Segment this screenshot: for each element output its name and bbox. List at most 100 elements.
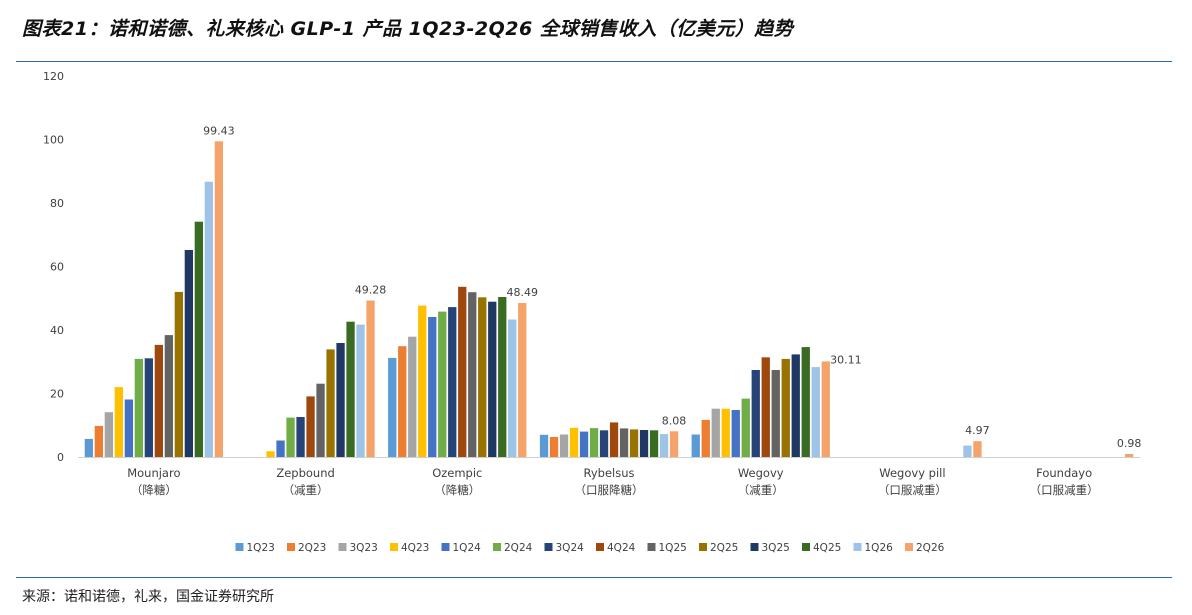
x-tick-label: Zepbound [276,466,334,480]
bar-4q24-4 [761,357,770,457]
bar-1q26-1 [356,324,365,457]
legend-label: 1Q26 [865,542,894,554]
legend-label: 1Q24 [453,542,482,554]
bar-1q24-1 [276,440,285,457]
legend-swatch [287,543,295,551]
x-tick-sublabel: （口服降糖） [575,483,644,497]
bar-3q24-3 [599,430,609,457]
legend-label: 4Q25 [813,542,841,554]
bar-2q24-4 [741,398,750,457]
data-label: 49.28 [355,284,387,297]
bar-3q23-4 [711,408,720,457]
legend-swatch [853,543,862,551]
data-label: 30.11 [830,353,862,366]
x-tick-label: Rybelsus [583,466,634,480]
bar-2q26-5 [973,441,982,457]
bar-2q24-2 [438,311,447,457]
x-tick-label: Foundayo [1036,466,1092,480]
bar-3q25-4 [791,354,800,457]
bar-3q25-2 [488,301,497,457]
legend-swatch [905,543,913,551]
legend-swatch [750,543,759,551]
bar-1q24-3 [579,431,589,457]
bar-4q23-3 [569,427,579,457]
bar-3q24-2 [448,307,457,457]
bar-4q24-0 [154,344,163,457]
data-label: 48.49 [507,286,539,299]
bar-4q25-1 [346,321,355,457]
bar-1q25-2 [468,292,477,457]
x-tick-sublabel: （减重） [738,483,784,497]
legend-label: 2Q23 [298,542,326,554]
bar-2q23-2 [398,346,407,457]
bar-4q23-0 [114,387,123,457]
y-axis: 0 20 40 60 80 100 120 [43,70,64,464]
x-tick-sublabel: （减重） [283,483,329,497]
bar-3q23-2 [408,336,417,457]
bar-3q25-3 [639,430,649,457]
bar-4q23-1 [266,451,275,457]
bar-2q24-1 [286,417,295,457]
x-tick-label: Mounjaro [127,466,180,480]
x-tick-sublabel: （降糖） [434,483,480,497]
legend-swatch [544,543,553,551]
legend-label: 1Q23 [247,542,275,554]
bar-2q25-2 [478,297,487,457]
data-label: 8.08 [662,414,687,427]
bar-4q25-3 [649,430,659,457]
bar-1q23-0 [84,438,93,457]
bar-1q24-0 [124,399,133,457]
bar-2q24-3 [589,428,599,457]
legend-swatch [647,543,656,551]
bar-4q23-2 [418,305,427,457]
bottom-rule [16,577,1172,578]
x-tick-label: Wegovy pill [879,466,945,480]
y-tick-label: 40 [50,324,64,337]
legend-label: 3Q23 [350,542,378,554]
bar-3q23-0 [104,412,113,457]
bar-2q26-4 [821,361,830,457]
legend-label: 1Q25 [659,542,687,554]
bar-1q23-3 [539,434,549,457]
bar-2q23-3 [549,437,559,457]
legend-label: 3Q25 [762,542,790,554]
y-tick-label: 120 [43,70,64,83]
bar-chart: 0 20 40 60 80 100 120 99.43 49.28 48.49 8.08 30.11… [43,70,1141,554]
bars [84,141,1134,458]
bar-1q26-2 [508,319,517,457]
source-note: 来源：诺和诺德，礼来，国金证券研究所 [22,589,274,605]
bar-3q24-1 [296,417,305,457]
bar-3q23-3 [559,434,569,457]
legend: 1Q23 2Q23 3Q23 4Q23 1Q24 2Q24 3Q24 4Q24 1Q25 2Q25… [235,542,945,554]
bar-4q25-0 [194,221,203,457]
bar-2q25-0 [174,291,183,457]
top-rule [16,61,1172,62]
legend-swatch [235,543,244,551]
bar-1q26-0 [204,181,213,457]
bar-1q26-5 [963,445,972,457]
x-tick-label: Ozempic [432,466,482,480]
legend-label: 2Q25 [710,542,738,554]
x-tick-label: Wegovy [738,466,784,480]
bar-2q26-2 [518,303,527,457]
bar-2q26-3 [669,431,679,457]
bar-2q25-3 [629,429,639,457]
legend-label: 3Q24 [556,542,585,554]
y-tick-label: 60 [50,261,64,274]
bar-4q25-2 [498,297,507,457]
bar-2q23-0 [94,425,103,457]
bar-2q26-6 [1125,453,1134,457]
legend-label: 4Q24 [607,542,636,554]
bar-4q24-2 [458,286,467,457]
figure-title: 图表21：诺和诺德、礼来核心 GLP-1 产品 1Q23-2Q26 全球销售收入… [22,18,794,40]
data-labels: 99.43 49.28 48.49 8.08 30.11 4.97 0.98 [203,124,1141,450]
bar-4q23-4 [721,408,730,457]
bar-2q26-1 [366,300,375,457]
y-tick-label: 20 [50,388,64,401]
bar-3q25-1 [336,343,345,457]
y-tick-label: 80 [50,197,64,210]
bar-3q24-0 [144,358,153,457]
legend-swatch [390,543,398,551]
bar-2q25-4 [781,358,790,457]
y-tick-label: 0 [57,451,64,464]
